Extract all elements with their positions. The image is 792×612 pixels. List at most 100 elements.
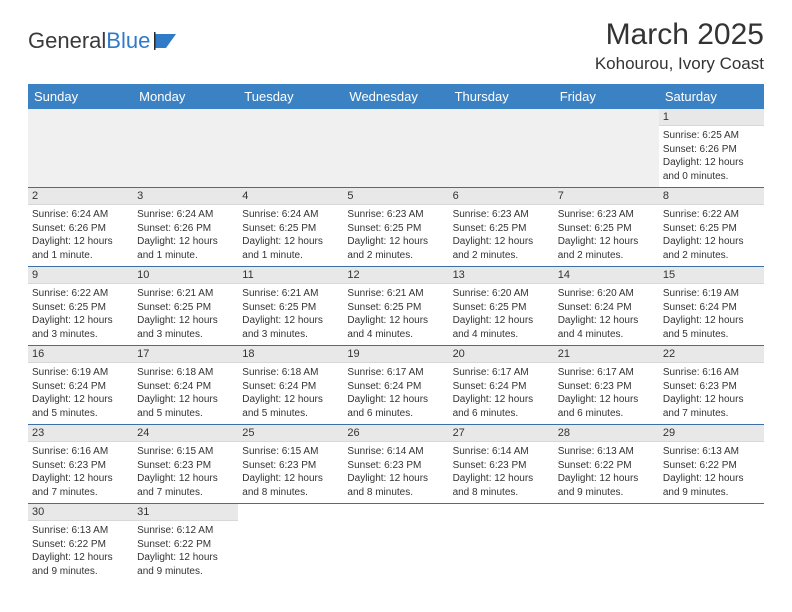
day-number: 11 (238, 267, 343, 284)
empty-day (659, 504, 764, 582)
day-details: Sunrise: 6:13 AMSunset: 6:22 PMDaylight:… (554, 442, 659, 503)
calendar-body: 1Sunrise: 6:25 AMSunset: 6:26 PMDaylight… (28, 109, 764, 582)
daylight-text: Daylight: 12 hours and 7 minutes. (137, 472, 234, 499)
sunrise-text: Sunrise: 6:12 AM (137, 524, 234, 538)
sunset-text: Sunset: 6:24 PM (453, 380, 550, 394)
sunrise-text: Sunrise: 6:13 AM (663, 445, 760, 459)
day-number: 13 (449, 267, 554, 284)
weekday-header: Monday (133, 84, 238, 109)
day-details: Sunrise: 6:20 AMSunset: 6:24 PMDaylight:… (554, 284, 659, 345)
day-number: 5 (343, 188, 448, 205)
sunset-text: Sunset: 6:25 PM (32, 301, 129, 315)
sunrise-text: Sunrise: 6:22 AM (663, 208, 760, 222)
calendar-day-cell: 12Sunrise: 6:21 AMSunset: 6:25 PMDayligh… (343, 267, 448, 346)
calendar-day-cell: 20Sunrise: 6:17 AMSunset: 6:24 PMDayligh… (449, 346, 554, 425)
calendar-day-cell (659, 504, 764, 583)
day-number: 19 (343, 346, 448, 363)
day-number: 14 (554, 267, 659, 284)
calendar-day-cell: 25Sunrise: 6:15 AMSunset: 6:23 PMDayligh… (238, 425, 343, 504)
sunrise-text: Sunrise: 6:24 AM (242, 208, 339, 222)
day-details: Sunrise: 6:16 AMSunset: 6:23 PMDaylight:… (659, 363, 764, 424)
sunrise-text: Sunrise: 6:25 AM (663, 129, 760, 143)
daylight-text: Daylight: 12 hours and 2 minutes. (453, 235, 550, 262)
daylight-text: Daylight: 12 hours and 7 minutes. (663, 393, 760, 420)
calendar-table: Sunday Monday Tuesday Wednesday Thursday… (28, 84, 764, 582)
sunset-text: Sunset: 6:24 PM (347, 380, 444, 394)
day-details: Sunrise: 6:17 AMSunset: 6:24 PMDaylight:… (449, 363, 554, 424)
daylight-text: Daylight: 12 hours and 3 minutes. (137, 314, 234, 341)
sunrise-text: Sunrise: 6:20 AM (453, 287, 550, 301)
empty-day (343, 504, 448, 582)
day-details: Sunrise: 6:23 AMSunset: 6:25 PMDaylight:… (449, 205, 554, 266)
calendar-week-row: 30Sunrise: 6:13 AMSunset: 6:22 PMDayligh… (28, 504, 764, 583)
empty-day (343, 109, 448, 187)
calendar-day-cell: 18Sunrise: 6:18 AMSunset: 6:24 PMDayligh… (238, 346, 343, 425)
day-number: 6 (449, 188, 554, 205)
logo-text-1: General (28, 28, 106, 54)
daylight-text: Daylight: 12 hours and 2 minutes. (347, 235, 444, 262)
daylight-text: Daylight: 12 hours and 3 minutes. (32, 314, 129, 341)
sunrise-text: Sunrise: 6:23 AM (558, 208, 655, 222)
daylight-text: Daylight: 12 hours and 4 minutes. (347, 314, 444, 341)
calendar-day-cell: 24Sunrise: 6:15 AMSunset: 6:23 PMDayligh… (133, 425, 238, 504)
calendar-day-cell: 1Sunrise: 6:25 AMSunset: 6:26 PMDaylight… (659, 109, 764, 188)
sunset-text: Sunset: 6:23 PM (453, 459, 550, 473)
sunrise-text: Sunrise: 6:16 AM (32, 445, 129, 459)
weekday-header: Wednesday (343, 84, 448, 109)
daylight-text: Daylight: 12 hours and 5 minutes. (663, 314, 760, 341)
sunrise-text: Sunrise: 6:22 AM (32, 287, 129, 301)
day-number: 26 (343, 425, 448, 442)
day-details: Sunrise: 6:15 AMSunset: 6:23 PMDaylight:… (133, 442, 238, 503)
day-details: Sunrise: 6:23 AMSunset: 6:25 PMDaylight:… (554, 205, 659, 266)
day-details: Sunrise: 6:13 AMSunset: 6:22 PMDaylight:… (28, 521, 133, 582)
day-details: Sunrise: 6:18 AMSunset: 6:24 PMDaylight:… (133, 363, 238, 424)
daylight-text: Daylight: 12 hours and 2 minutes. (663, 235, 760, 262)
day-details: Sunrise: 6:25 AMSunset: 6:26 PMDaylight:… (659, 126, 764, 187)
calendar-day-cell: 7Sunrise: 6:23 AMSunset: 6:25 PMDaylight… (554, 188, 659, 267)
day-details: Sunrise: 6:14 AMSunset: 6:23 PMDaylight:… (449, 442, 554, 503)
calendar-day-cell: 26Sunrise: 6:14 AMSunset: 6:23 PMDayligh… (343, 425, 448, 504)
day-number: 3 (133, 188, 238, 205)
daylight-text: Daylight: 12 hours and 9 minutes. (32, 551, 129, 578)
sunrise-text: Sunrise: 6:17 AM (347, 366, 444, 380)
day-number: 1 (659, 109, 764, 126)
header: GeneralBlue March 2025 Kohourou, Ivory C… (28, 18, 764, 74)
calendar-day-cell (554, 504, 659, 583)
calendar-day-cell: 3Sunrise: 6:24 AMSunset: 6:26 PMDaylight… (133, 188, 238, 267)
sunset-text: Sunset: 6:23 PM (137, 459, 234, 473)
sunset-text: Sunset: 6:23 PM (558, 380, 655, 394)
calendar-day-cell: 10Sunrise: 6:21 AMSunset: 6:25 PMDayligh… (133, 267, 238, 346)
daylight-text: Daylight: 12 hours and 8 minutes. (242, 472, 339, 499)
calendar-day-cell (449, 109, 554, 188)
day-number: 8 (659, 188, 764, 205)
calendar-day-cell: 5Sunrise: 6:23 AMSunset: 6:25 PMDaylight… (343, 188, 448, 267)
day-number: 31 (133, 504, 238, 521)
day-details: Sunrise: 6:14 AMSunset: 6:23 PMDaylight:… (343, 442, 448, 503)
sunset-text: Sunset: 6:25 PM (663, 222, 760, 236)
day-details: Sunrise: 6:22 AMSunset: 6:25 PMDaylight:… (28, 284, 133, 345)
sunset-text: Sunset: 6:22 PM (558, 459, 655, 473)
day-number: 18 (238, 346, 343, 363)
day-details: Sunrise: 6:17 AMSunset: 6:23 PMDaylight:… (554, 363, 659, 424)
weekday-header: Thursday (449, 84, 554, 109)
daylight-text: Daylight: 12 hours and 5 minutes. (137, 393, 234, 420)
calendar-day-cell (238, 504, 343, 583)
sunset-text: Sunset: 6:24 PM (32, 380, 129, 394)
sunset-text: Sunset: 6:22 PM (137, 538, 234, 552)
daylight-text: Daylight: 12 hours and 5 minutes. (242, 393, 339, 420)
calendar-day-cell: 23Sunrise: 6:16 AMSunset: 6:23 PMDayligh… (28, 425, 133, 504)
day-number: 28 (554, 425, 659, 442)
empty-day (133, 109, 238, 187)
daylight-text: Daylight: 12 hours and 9 minutes. (663, 472, 760, 499)
day-details: Sunrise: 6:22 AMSunset: 6:25 PMDaylight:… (659, 205, 764, 266)
calendar-day-cell (554, 109, 659, 188)
sunset-text: Sunset: 6:25 PM (137, 301, 234, 315)
sunrise-text: Sunrise: 6:17 AM (453, 366, 550, 380)
day-details: Sunrise: 6:19 AMSunset: 6:24 PMDaylight:… (28, 363, 133, 424)
calendar-day-cell: 9Sunrise: 6:22 AMSunset: 6:25 PMDaylight… (28, 267, 133, 346)
empty-day (554, 504, 659, 582)
day-number: 15 (659, 267, 764, 284)
weekday-header: Saturday (659, 84, 764, 109)
sunset-text: Sunset: 6:26 PM (137, 222, 234, 236)
daylight-text: Daylight: 12 hours and 9 minutes. (137, 551, 234, 578)
